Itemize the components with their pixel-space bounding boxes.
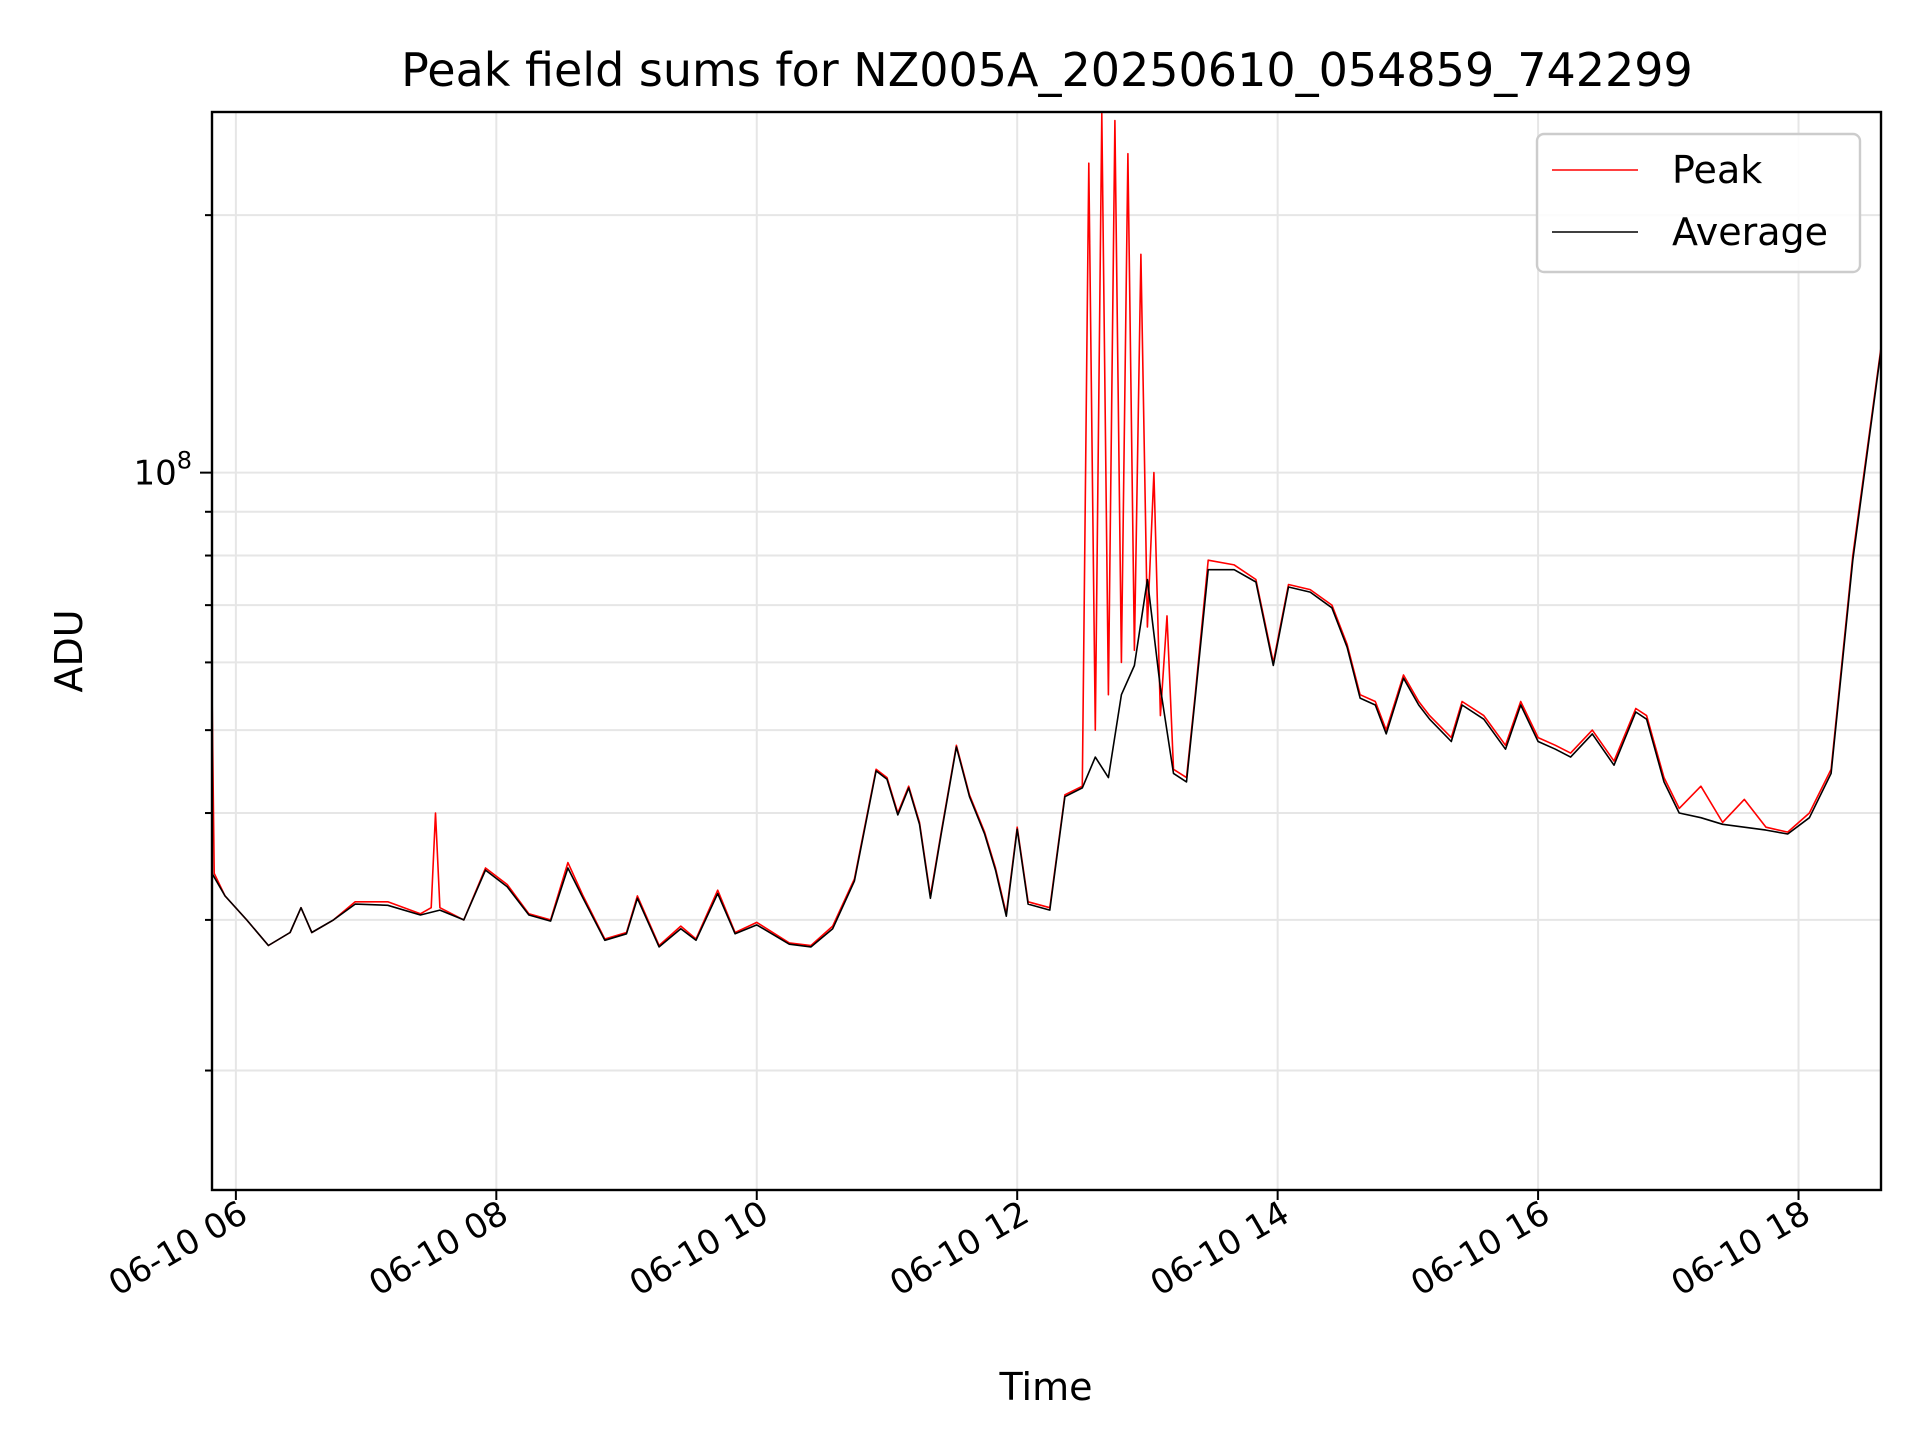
legend-peak-label: Peak	[1672, 148, 1762, 192]
plot-frame	[210, 110, 1883, 1192]
legend-average-label: Average	[1672, 210, 1828, 254]
chart-title: Peak field sums for NZ005A_20250610_0548…	[401, 43, 1693, 97]
x-axis-label: Time	[999, 1365, 1093, 1409]
series-line-peak	[212, 112, 1881, 947]
grid	[212, 112, 1881, 1190]
series-line-average	[212, 350, 1881, 948]
plot-lines	[212, 112, 1881, 948]
legend-box	[1535, 132, 1862, 274]
legend: Peak Average	[1535, 132, 1862, 274]
y-axis-label: ADU	[47, 609, 91, 692]
